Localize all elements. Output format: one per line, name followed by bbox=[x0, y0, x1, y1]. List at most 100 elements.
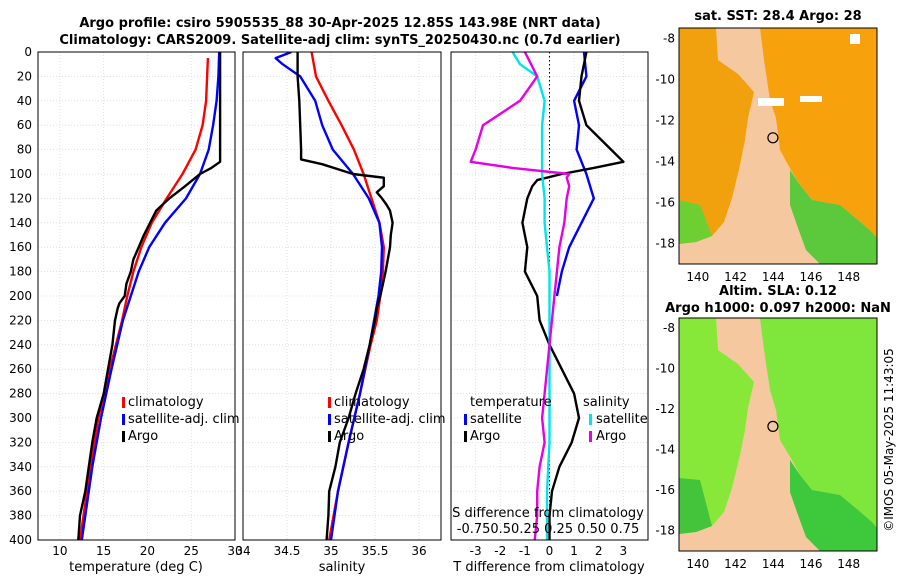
sst-map-tick-labels: 140 142 144 146 148 -8 -10 -12 -14 -16 -18 bbox=[655, 31, 860, 284]
legend-swatch-t-argo bbox=[464, 431, 467, 442]
map-y-tick-label: -16 bbox=[655, 483, 675, 497]
series-line bbox=[521, 52, 625, 540]
x-tick-label: -3 bbox=[470, 544, 482, 558]
difference-lines bbox=[469, 52, 625, 540]
y-tick-label: 100 bbox=[9, 167, 32, 181]
y-tick-label: 360 bbox=[9, 484, 32, 498]
difference-axis-label: T difference from climatology bbox=[452, 560, 645, 575]
x-tick-label: 3 bbox=[620, 544, 628, 558]
y-tick-label: 160 bbox=[9, 240, 32, 254]
map-x-tick-label: 144 bbox=[762, 270, 785, 284]
salinity-axes-box bbox=[242, 51, 442, 541]
sst-coral-sea bbox=[679, 28, 877, 238]
sst-missing-data bbox=[758, 98, 784, 106]
x-tick-label: -1 bbox=[519, 544, 531, 558]
sst-missing-data bbox=[850, 34, 860, 44]
legend-swatch-s-satellite bbox=[589, 414, 592, 425]
salinity-panel: 34 34.5 35 35.5 36 salinity climatology sate… bbox=[235, 51, 446, 575]
y-tick-label: 280 bbox=[9, 387, 32, 401]
y-tick-label: 40 bbox=[17, 94, 32, 108]
legend-swatch-climatology bbox=[328, 397, 331, 408]
sst-cool-gulf bbox=[679, 200, 712, 244]
y-tick-label: 340 bbox=[9, 460, 32, 474]
x-tick-label: 20 bbox=[140, 544, 155, 558]
y-tick-label: 0 bbox=[24, 45, 32, 59]
sla-map-title-line-1: Altim. SLA: 0.12 bbox=[719, 284, 837, 299]
temperature-plot-area bbox=[38, 52, 235, 540]
x-tick-label: 0 bbox=[546, 544, 554, 558]
x-tick-label: 34 bbox=[235, 544, 250, 558]
x-tick-label: 36 bbox=[411, 544, 426, 558]
salinity-axis-label: salinity bbox=[319, 560, 366, 575]
y-tick-label: 120 bbox=[9, 191, 32, 205]
legend-label-t-argo: Argo bbox=[470, 429, 500, 444]
series-line bbox=[469, 52, 571, 540]
legend-swatch-t-satellite bbox=[464, 414, 467, 425]
series-line bbox=[78, 58, 210, 540]
map-x-tick-label: 148 bbox=[837, 270, 860, 284]
legend-swatch-s-argo bbox=[589, 431, 592, 442]
x-tick-label: 35 bbox=[323, 544, 338, 558]
x-tick-label: 2 bbox=[595, 544, 603, 558]
y-tick-label: 60 bbox=[17, 118, 32, 132]
map-y-tick-label: -8 bbox=[663, 31, 675, 45]
sla-map-content bbox=[679, 318, 877, 551]
map-y-tick-label: -10 bbox=[655, 72, 675, 86]
s-difference-ticks: -0.750.50.25 0.25 0.50 0.75 bbox=[457, 522, 640, 537]
depth-tick-labels: 0 20 40 60 80 100 120 140 160 180 200 220 240 260 280 3… bbox=[9, 45, 32, 547]
series-line bbox=[77, 52, 222, 540]
sst-map-title: sat. SST: 28.4 Argo: 28 bbox=[694, 9, 861, 24]
map-x-tick-label: 142 bbox=[724, 270, 747, 284]
sla-map-title-line-2: Argo h1000: 0.097 h2000: NaN bbox=[665, 301, 891, 316]
y-tick-label: 220 bbox=[9, 313, 32, 327]
legend-label-s-satellite: satellite bbox=[596, 412, 648, 427]
legend-swatch-climatology bbox=[122, 397, 125, 408]
legend-label-satellite: satellite-adj. clim bbox=[334, 412, 446, 427]
legend-label-argo: Argo bbox=[334, 429, 364, 444]
temperature-axes-box bbox=[37, 51, 236, 541]
x-tick-label: 15 bbox=[96, 544, 111, 558]
legend-swatch-argo bbox=[122, 431, 125, 442]
temperature-tick-labels: 10 15 20 25 30 bbox=[52, 544, 242, 558]
map-x-tick-label: 142 bbox=[724, 557, 747, 571]
legend-label-s-argo: Argo bbox=[596, 429, 626, 444]
map-y-tick-label: -18 bbox=[655, 236, 675, 250]
map-y-tick-label: -10 bbox=[655, 362, 675, 376]
x-tick-label: 30 bbox=[227, 544, 242, 558]
sst-map-content bbox=[679, 28, 877, 264]
y-tick-label: 140 bbox=[9, 216, 32, 230]
legend-header-salinity: salinity bbox=[583, 395, 630, 410]
y-tick-label: 320 bbox=[9, 435, 32, 449]
x-tick-label: -2 bbox=[494, 544, 506, 558]
y-tick-label: 380 bbox=[9, 509, 32, 523]
sst-cool-water bbox=[790, 170, 877, 264]
title-line-2: Climatology: CARS2009. Satellite-adj cli… bbox=[59, 33, 620, 48]
salinity-legend: climatology satellite-adj. clim Argo bbox=[328, 395, 446, 444]
temperature-legend: climatology satellite-adj. clim Argo bbox=[122, 395, 240, 444]
map-x-tick-label: 140 bbox=[686, 270, 709, 284]
salinity-tick-labels: 34 34.5 35 35.5 36 bbox=[235, 544, 426, 558]
y-tick-label: 400 bbox=[9, 533, 32, 547]
difference-panel: -3 -2 -1 0 1 2 3 T difference from climatology… bbox=[450, 51, 649, 575]
legend-swatch-satellite bbox=[122, 414, 125, 425]
map-y-tick-label: -16 bbox=[655, 195, 675, 209]
difference-axes-box bbox=[450, 51, 649, 541]
y-tick-label: 20 bbox=[17, 69, 32, 83]
difference-tick-labels: -3 -2 -1 0 1 2 3 bbox=[470, 544, 628, 558]
argo-position-marker bbox=[767, 132, 779, 144]
y-tick-label: 300 bbox=[9, 411, 32, 425]
sla-map-tick-labels: 140 142 144 146 148 -8 -10 -12 -14 -16 -18 bbox=[655, 321, 860, 571]
difference-legend: temperature salinity satellite Argo sate… bbox=[464, 395, 648, 444]
sla-high-gulf bbox=[679, 478, 712, 534]
s-difference-label: S difference from climatology bbox=[452, 506, 644, 521]
map-x-tick-label: 146 bbox=[800, 557, 823, 571]
sst-gulf bbox=[679, 28, 754, 244]
sla-map: Altim. SLA: 0.12 Argo h1000: 0.097 h2000… bbox=[655, 284, 890, 571]
y-tick-label: 240 bbox=[9, 338, 32, 352]
legend-header-temperature: temperature bbox=[470, 395, 552, 410]
map-y-tick-label: -14 bbox=[655, 154, 675, 168]
legend-label-climatology: climatology bbox=[128, 395, 204, 410]
x-tick-label: 1 bbox=[570, 544, 578, 558]
legend-label-climatology: climatology bbox=[334, 395, 410, 410]
